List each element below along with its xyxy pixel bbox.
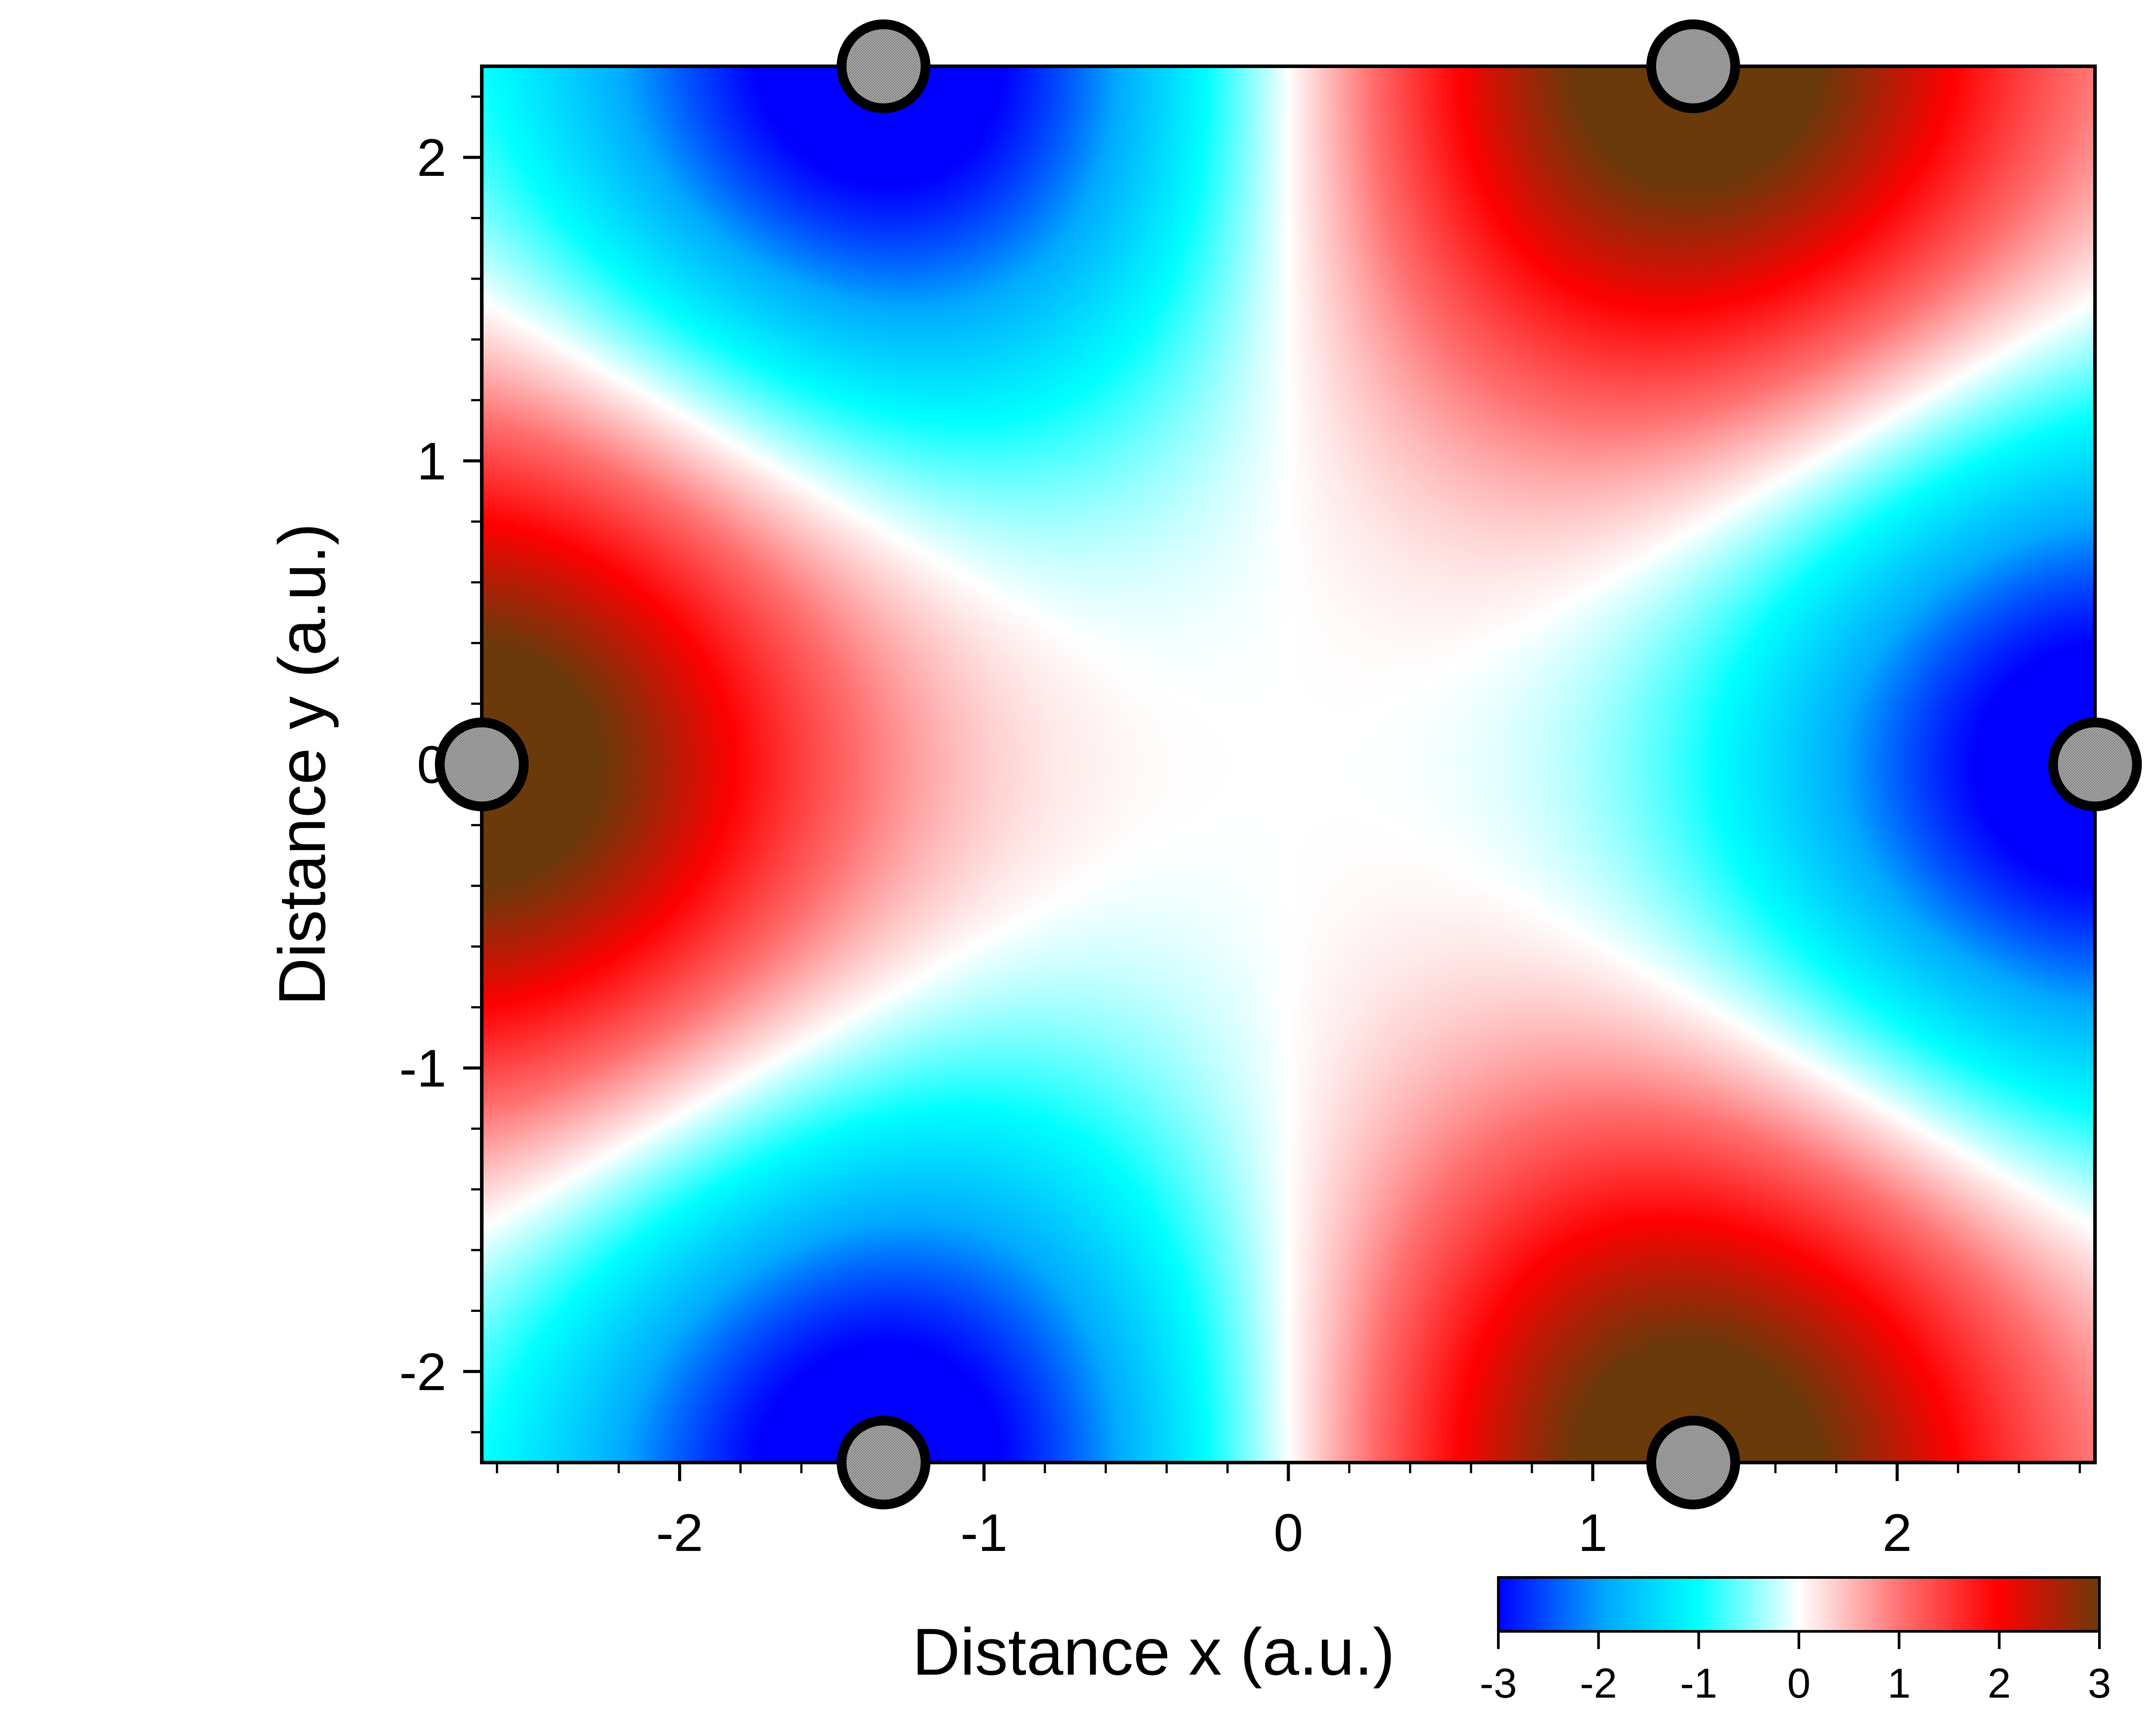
colorbar-tick-label: -3 [1480, 1660, 1517, 1707]
colorbar-gradient [1497, 1576, 2101, 1633]
x-tick-label: 2 [1882, 1503, 1912, 1562]
plot-area [480, 65, 2097, 1464]
y-axis-label: Distance y (a.u.) [265, 523, 339, 1006]
heatmap-field [482, 66, 2095, 1463]
atom-marker [837, 19, 931, 113]
x-tick-label: -1 [960, 1503, 1008, 1562]
x-tick-label: -2 [656, 1503, 703, 1562]
atom-marker [837, 1416, 931, 1509]
atoms [435, 19, 2142, 1509]
atom-marker [1646, 1416, 1740, 1509]
atom-marker [1646, 19, 1740, 113]
x-tick-label: 1 [1578, 1503, 1607, 1562]
x-tick-label: 0 [1274, 1503, 1303, 1562]
x-axis-label: Distance x (a.u.) [912, 1615, 1395, 1689]
x-axis: -2 -1 0 1 2 [495, 1463, 2081, 1562]
colorbar-ticks: -3 -2 -1 0 1 2 3 [1480, 1631, 2111, 1707]
colorbar-tick-label: 1 [1887, 1660, 1911, 1707]
atom-marker [435, 718, 529, 811]
colorbar-tick-label: -1 [1680, 1660, 1717, 1707]
colorbar-tick-label: 2 [1988, 1660, 2011, 1707]
y-tick-label: -1 [399, 1039, 446, 1098]
colorbar-tick-label: -2 [1580, 1660, 1617, 1707]
y-tick-label: 1 [417, 432, 446, 491]
colorbar-tick-label: 3 [2088, 1660, 2111, 1707]
atom-marker [2048, 718, 2142, 811]
colorbar: -3 -2 -1 0 1 2 3 [1480, 1576, 2111, 1707]
colorbar-tick-label: 0 [1787, 1660, 1811, 1707]
y-tick-label: 2 [417, 128, 446, 187]
y-tick-label: -2 [399, 1342, 446, 1402]
